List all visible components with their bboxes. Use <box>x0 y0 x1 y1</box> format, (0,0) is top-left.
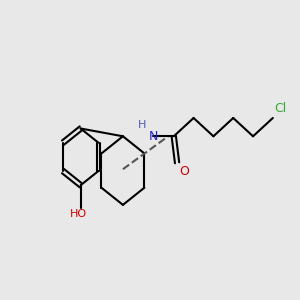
Text: H: H <box>138 120 146 130</box>
Text: Cl: Cl <box>274 102 286 115</box>
Text: N: N <box>148 130 158 143</box>
Text: HO: HO <box>69 209 87 219</box>
Text: O: O <box>180 165 190 178</box>
